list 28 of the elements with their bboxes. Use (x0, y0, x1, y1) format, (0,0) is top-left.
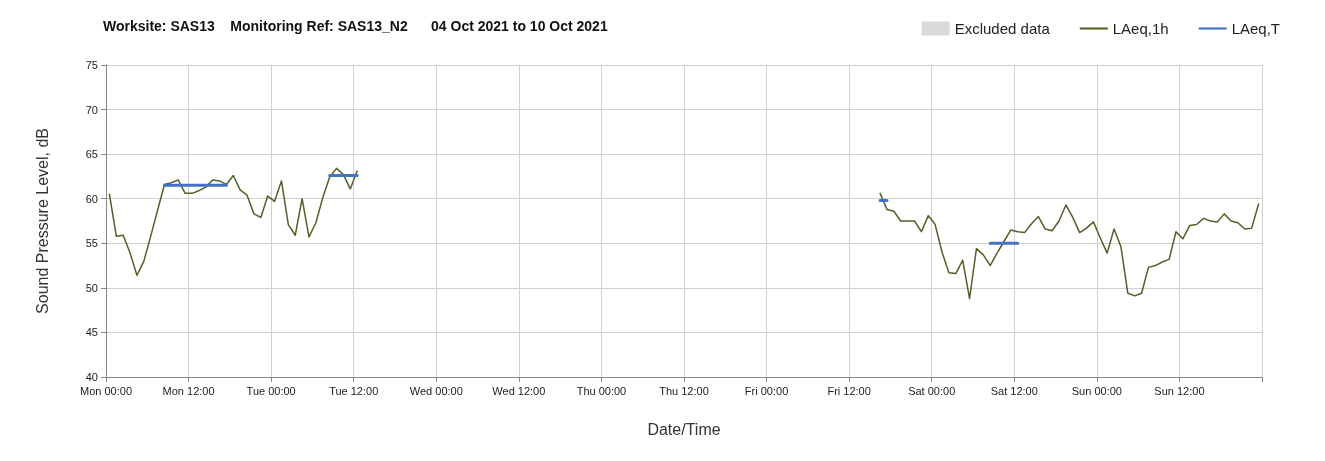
x-tick-label: Tue 00:00 (246, 384, 296, 397)
x-tick-label: Sat 00:00 (908, 384, 956, 397)
chart-title: Worksite: SAS13 Monitoring Ref: SAS13_N2 04 Oct 2021 to 10 Oct 2021 (103, 18, 608, 34)
x-tick-label: Sat 12:00 (990, 384, 1038, 397)
y-tick-label: 70 (85, 103, 98, 116)
y-tick-label: 40 (85, 371, 98, 383)
x-tick-label: Wed 00:00 (409, 384, 463, 397)
y-tick-label: 50 (85, 281, 98, 294)
y-tick-label: 65 (85, 148, 98, 161)
x-tick-label: Fri 12:00 (827, 384, 871, 397)
y-tick-label: 75 (85, 59, 98, 71)
x-tick-label: Thu 00:00 (576, 384, 627, 397)
x-tick-label: Mon 00:00 (80, 384, 132, 397)
y-tick-label: 55 (85, 237, 98, 250)
x-axis-title: Date/Time (647, 420, 721, 438)
x-tick-label: Thu 12:00 (659, 384, 709, 397)
y-axis-title: Sound Pressure Level, dB (33, 128, 51, 314)
x-tick-label: Fri 00:00 (744, 384, 789, 397)
x-tick-label: Mon 12:00 (162, 384, 215, 397)
x-tick-label: Tue 12:00 (329, 384, 379, 397)
x-tick-label: Sun 00:00 (1071, 384, 1122, 397)
y-tick-label: 45 (85, 326, 98, 339)
y-tick-label: 60 (85, 192, 98, 205)
legend-label: LAeq,T (1231, 20, 1281, 37)
x-tick-label: Sun 12:00 (1154, 384, 1205, 397)
legend-label: Excluded data (954, 20, 1051, 37)
x-tick-label: Wed 12:00 (492, 384, 546, 397)
legend-label: LAeq,1h (1112, 20, 1169, 37)
